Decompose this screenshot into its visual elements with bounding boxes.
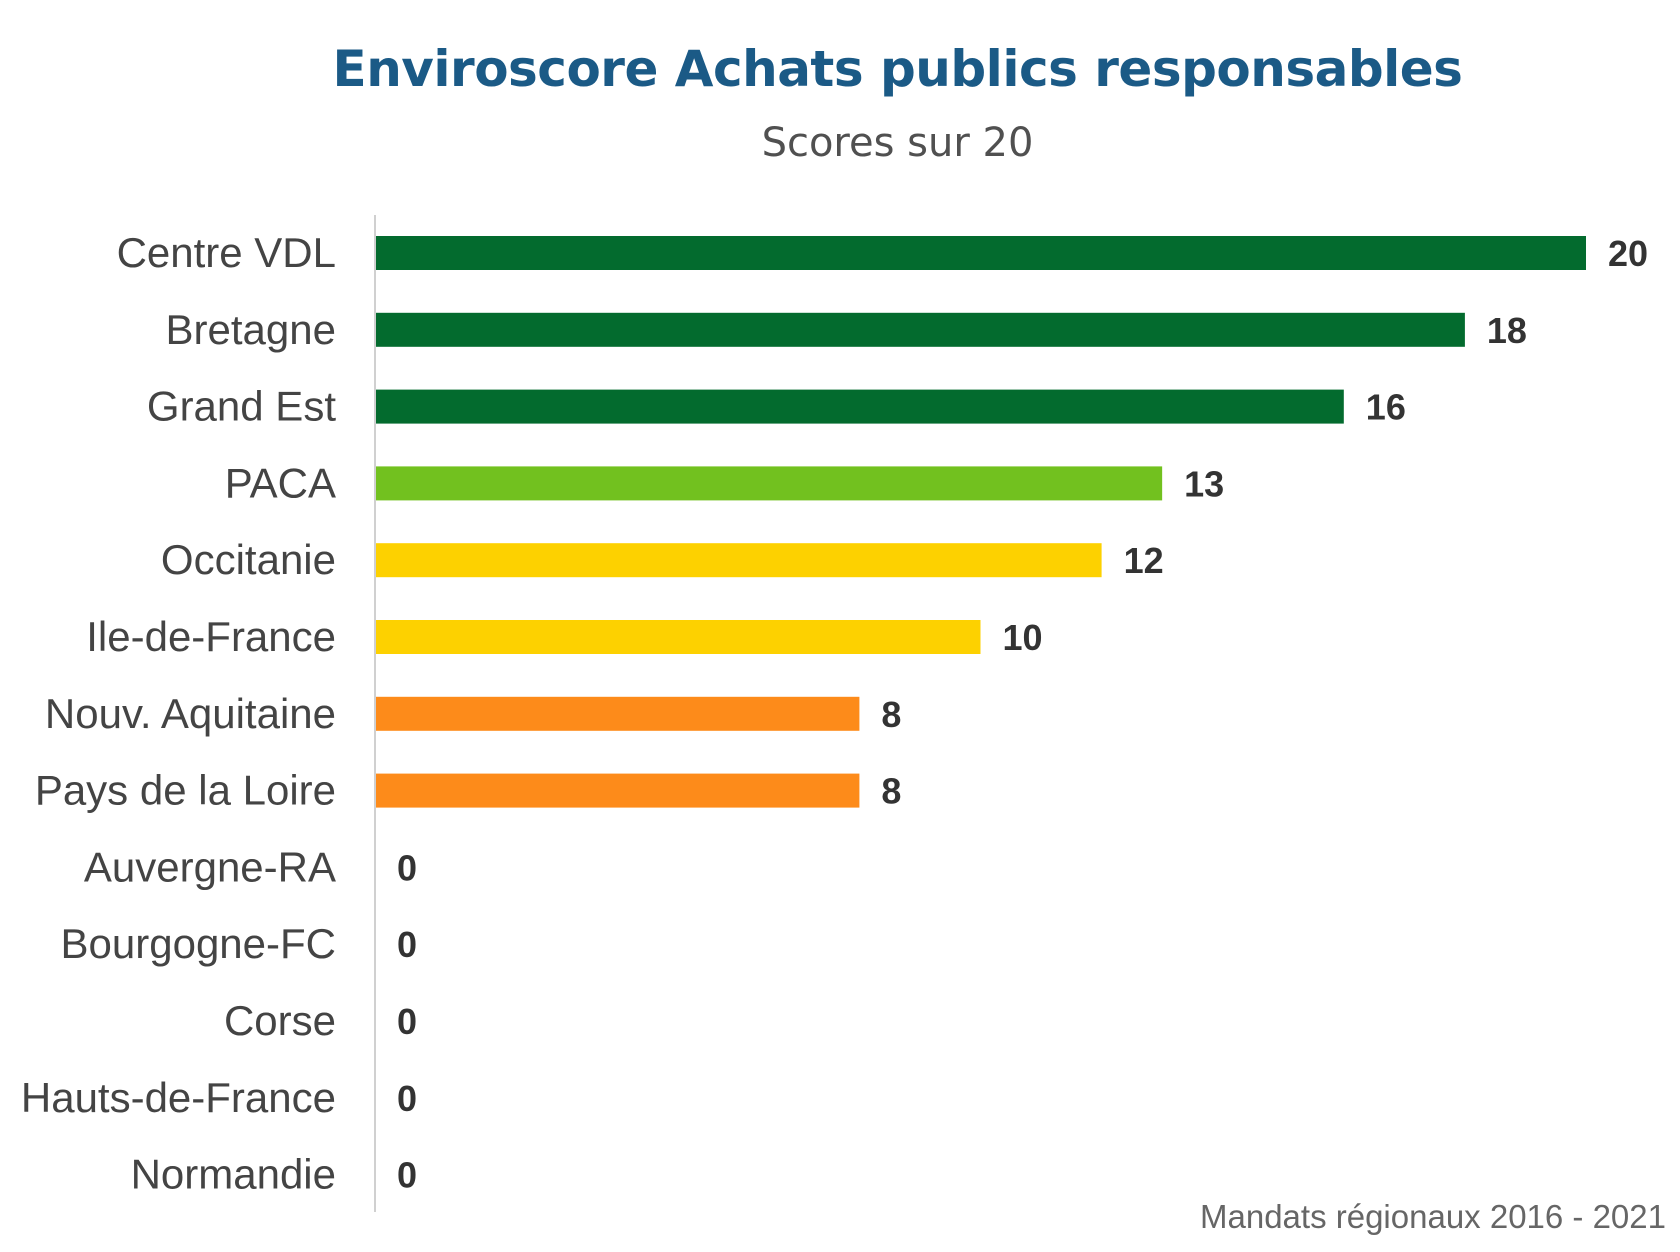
category-label: Occitanie <box>161 536 336 583</box>
bar <box>376 696 860 731</box>
data-label: 0 <box>397 924 417 965</box>
bar <box>376 312 1465 347</box>
data-label: 0 <box>397 1078 417 1119</box>
category-label: Bretagne <box>166 306 336 353</box>
category-label: Ile-de-France <box>86 613 336 660</box>
data-label: 16 <box>1366 387 1406 428</box>
chart-title: Enviroscore Achats publics responsables <box>332 40 1463 98</box>
bar <box>376 236 1586 270</box>
footnote: Mandats régionaux 2016 - 2021 <box>1200 1198 1666 1235</box>
data-label: 0 <box>397 1155 417 1196</box>
data-label: 10 <box>1003 617 1043 658</box>
data-label: 20 <box>1608 233 1648 274</box>
category-label: Auvergne-RA <box>84 843 336 890</box>
category-label: Normandie <box>131 1151 336 1198</box>
category-label: Nouv. Aquitaine <box>45 690 336 737</box>
category-label: Hauts-de-France <box>21 1074 336 1121</box>
bar <box>376 773 860 808</box>
category-label: PACA <box>225 459 336 506</box>
category-label: Corse <box>224 997 336 1044</box>
data-label: 13 <box>1184 463 1224 504</box>
bar <box>376 466 1163 501</box>
bar <box>376 389 1344 424</box>
data-label: 8 <box>881 771 901 812</box>
category-label: Centre VDL <box>117 229 336 276</box>
data-label: 0 <box>397 1001 417 1042</box>
category-label: Grand Est <box>147 383 336 430</box>
chart-subtitle: Scores sur 20 <box>761 120 1034 166</box>
category-label: Pays de la Loire <box>35 767 336 814</box>
category-label: Bourgogne-FC <box>61 920 336 967</box>
data-label: 0 <box>397 847 417 888</box>
data-label: 12 <box>1124 540 1164 581</box>
data-label: 8 <box>881 694 901 735</box>
data-label: 18 <box>1487 310 1527 351</box>
bar <box>376 543 1102 578</box>
bar <box>376 620 981 654</box>
